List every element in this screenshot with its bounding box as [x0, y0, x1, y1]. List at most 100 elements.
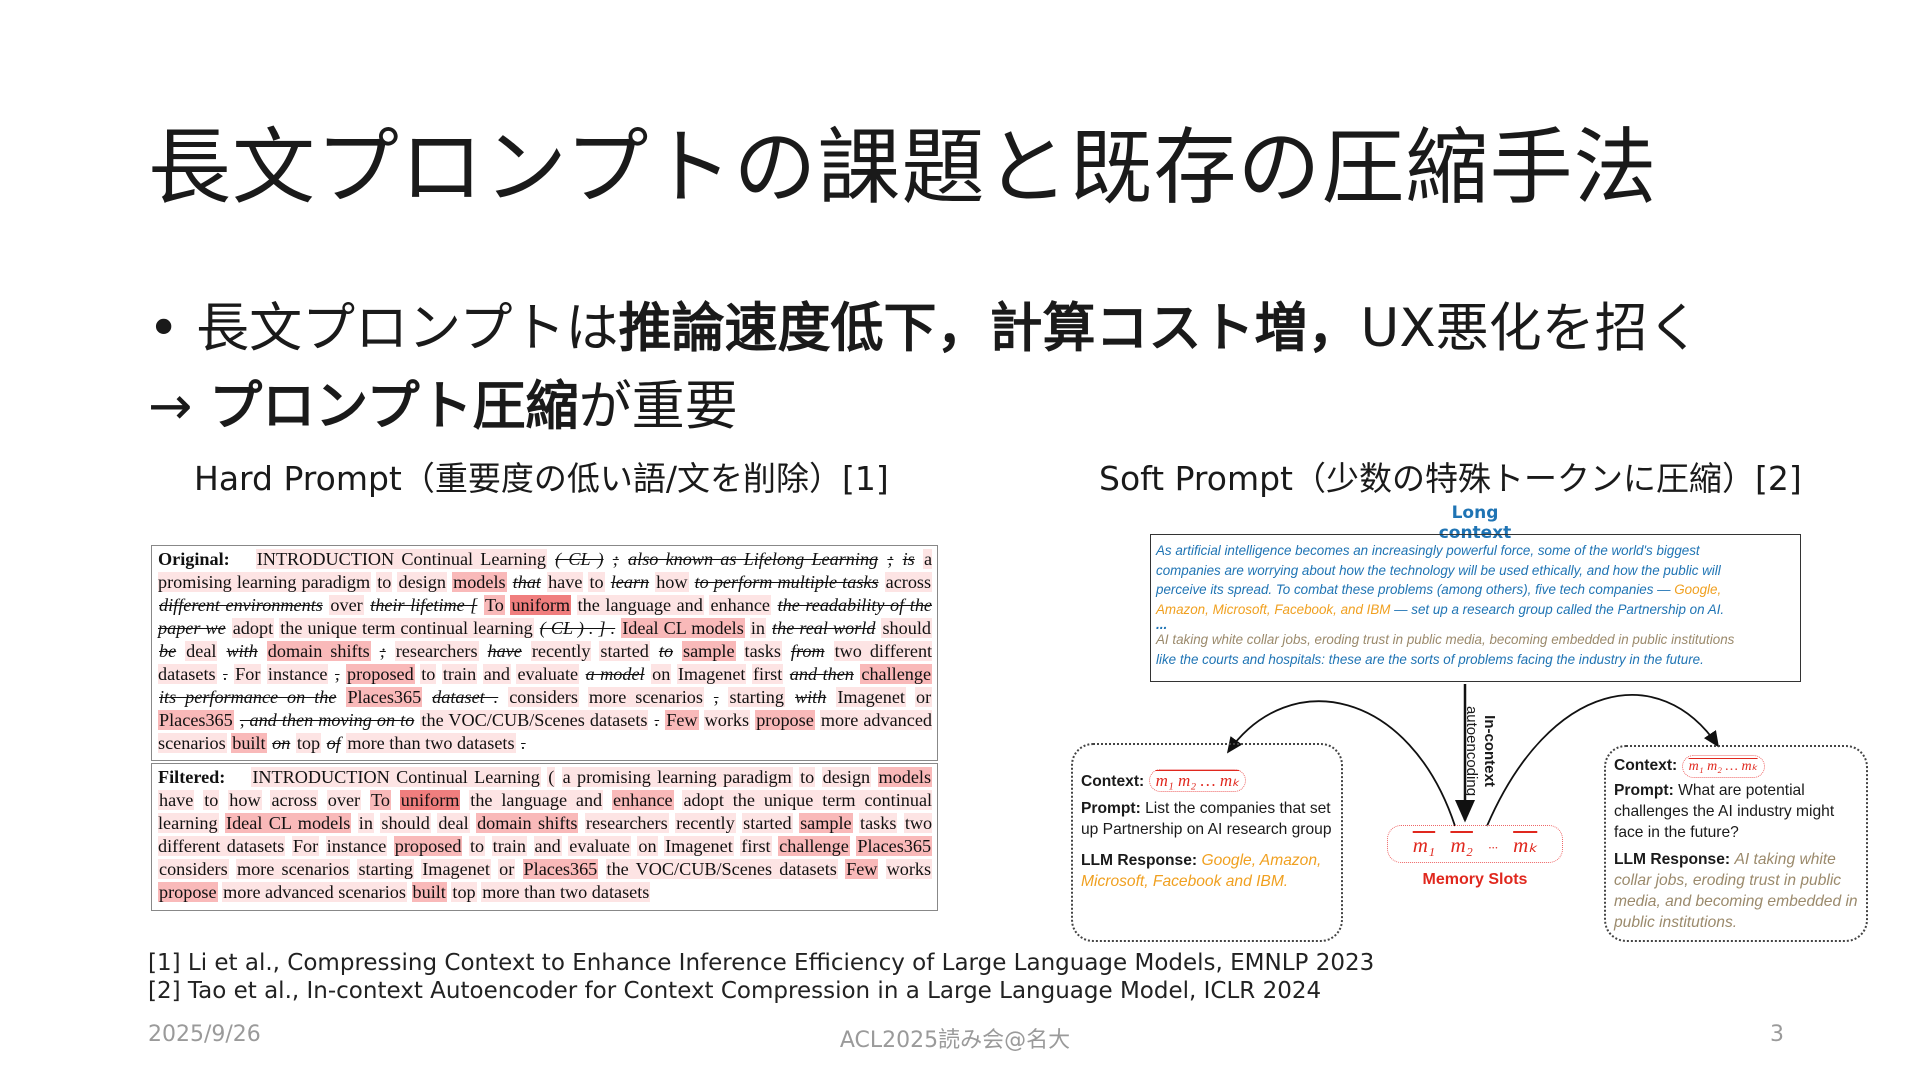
kept-token: on	[651, 664, 672, 684]
kept-token: considers	[508, 687, 579, 707]
kept-token: the unique term continual learning	[279, 618, 534, 638]
arrow-text: →	[148, 376, 210, 437]
context-slots-text: m₁ m₂ … mₖ	[1688, 759, 1758, 774]
kept-token: or	[498, 859, 516, 879]
kept-token: Places365	[522, 859, 599, 879]
context-text: — set up a research group called the Par…	[1390, 601, 1725, 617]
kept-token: deal	[185, 641, 218, 661]
kept-token: first	[740, 836, 772, 856]
kept-token: Places365	[346, 687, 423, 707]
kept-token: across	[884, 572, 933, 592]
kept-token: Imagenet	[836, 687, 906, 707]
deleted-token: ;	[612, 549, 619, 569]
memory-slots-label: Memory Slots	[1422, 871, 1528, 888]
reference-1: [1] Li et al., Compressing Context to En…	[148, 950, 1375, 976]
deleted-token: .	[223, 664, 228, 684]
kept-token: first	[751, 664, 784, 684]
kept-token: To	[369, 790, 391, 810]
kept-token: enhance	[709, 595, 772, 615]
deleted-token: learn	[610, 572, 650, 592]
kept-token: recently	[675, 813, 736, 833]
kept-token: For	[234, 664, 262, 684]
context-label: Context:	[1614, 757, 1678, 774]
soft-prompt-heading: Soft Prompt（少数の特殊トークンに圧縮）[2]	[1099, 459, 1802, 498]
kept-token: to	[203, 790, 220, 810]
kept-token: train	[441, 664, 478, 684]
kept-token: Ideal CL models	[621, 618, 745, 638]
deleted-token: the readability of the paper we	[158, 595, 932, 638]
kept-token: the VOC/CUB/Scenes datasets	[605, 859, 838, 879]
deleted-token: , and then moving on to	[239, 710, 415, 730]
response-text: AI taking white collar jobs, eroding tru…	[1614, 851, 1858, 931]
kept-token: proposed	[393, 836, 463, 856]
kept-token: more scenarios	[235, 859, 351, 879]
kept-token: Few	[845, 859, 879, 879]
response-row: LLM Response: Google, Amazon, Microsoft,…	[1081, 850, 1333, 892]
deleted-token: from	[790, 641, 825, 661]
deleted-token: with	[794, 687, 827, 707]
kept-token: INTRODUCTION Continual Learning	[255, 549, 547, 569]
kept-token: across	[270, 790, 318, 810]
deleted-token: ,	[713, 687, 719, 707]
kept-token: To	[483, 595, 505, 615]
deleted-token: and then	[789, 664, 854, 684]
kept-token: more scenarios	[587, 687, 704, 707]
context-highlight: Amazon, Microsoft, Facebook, and IBM	[1156, 601, 1391, 617]
in-context-autoencoding-label: In-context autoencoding	[1462, 696, 1498, 806]
response-text: Google, Amazon, Microsoft, Facebook and …	[1081, 852, 1322, 890]
deleted-token: its performance on the	[159, 687, 337, 707]
bullet-line-2: → プロンプト圧縮が重要	[148, 364, 738, 440]
kept-token: domain shifts	[266, 641, 371, 661]
kept-token: a promising learning paradigm	[561, 767, 793, 787]
context-line: As artificial intelligence becomes an in…	[1156, 543, 1700, 558]
kept-token: researchers	[394, 641, 479, 661]
kept-token: to	[588, 572, 605, 592]
kept-token: sample	[799, 813, 853, 833]
deleted-token: on	[272, 733, 291, 753]
kept-token: in	[749, 618, 766, 638]
kept-token: design	[821, 767, 872, 787]
kept-token: to	[468, 836, 486, 856]
kept-token: challenge	[860, 664, 933, 684]
kept-token: uniform	[510, 595, 572, 615]
prompt-label: Prompt:	[1081, 800, 1141, 817]
kept-token: models	[877, 767, 933, 787]
footer-date: 2025/9/26	[148, 1022, 261, 1047]
deleted-token: ( CL ) . ] .	[539, 618, 616, 638]
kept-token: the VOC/CUB/Scenes datasets	[420, 710, 649, 730]
reference-2: [2] Tao et al., In-context Autoencoder f…	[148, 978, 1322, 1004]
deleted-token: to perform multiple tasks	[694, 572, 879, 592]
kept-token: design	[397, 572, 447, 592]
deleted-token: ,	[334, 664, 340, 684]
context-row: Context: m₁ m₂ … mₖ	[1081, 769, 1333, 792]
kept-token: the language and	[469, 790, 604, 810]
kept-token: recently	[530, 641, 592, 661]
kept-token: enhance	[612, 790, 674, 810]
right-curve-arrow	[1486, 694, 1720, 827]
kept-token: built	[411, 882, 447, 902]
deleted-token: their lifetime [	[370, 595, 478, 615]
prompt-label: Prompt:	[1614, 782, 1674, 799]
kept-token: considers	[158, 859, 229, 879]
bullet-bold-text: プロンプト圧縮	[209, 376, 579, 437]
bullet-bold-text: 推論速度低下，計算コスト増，	[618, 298, 1361, 359]
deleted-token: that	[512, 572, 541, 592]
kept-token: started	[742, 813, 793, 833]
kept-token: how	[228, 790, 262, 810]
kept-token: challenge	[778, 836, 850, 856]
context-line: companies are worrying about how the tec…	[1156, 562, 1721, 578]
kept-token: propose	[158, 882, 218, 902]
context-line: perceive its spread. To combat these pro…	[1156, 580, 1795, 600]
kept-token: uniform	[399, 790, 461, 810]
page-number: 3	[1770, 1022, 1784, 1047]
kept-token: top	[451, 882, 477, 902]
kept-token: more than two datasets	[346, 733, 516, 753]
kept-token: Ideal CL models	[225, 813, 352, 833]
context-row: Context: m₁ m₂ … mₖ	[1614, 755, 1858, 778]
deleted-token: different environments	[159, 595, 323, 615]
kept-token: more advanced scenarios	[222, 882, 407, 902]
original-label: Original:	[158, 549, 230, 569]
bullet-text: • 長文プロンプトは	[148, 298, 619, 359]
context-label: Context:	[1081, 773, 1145, 790]
